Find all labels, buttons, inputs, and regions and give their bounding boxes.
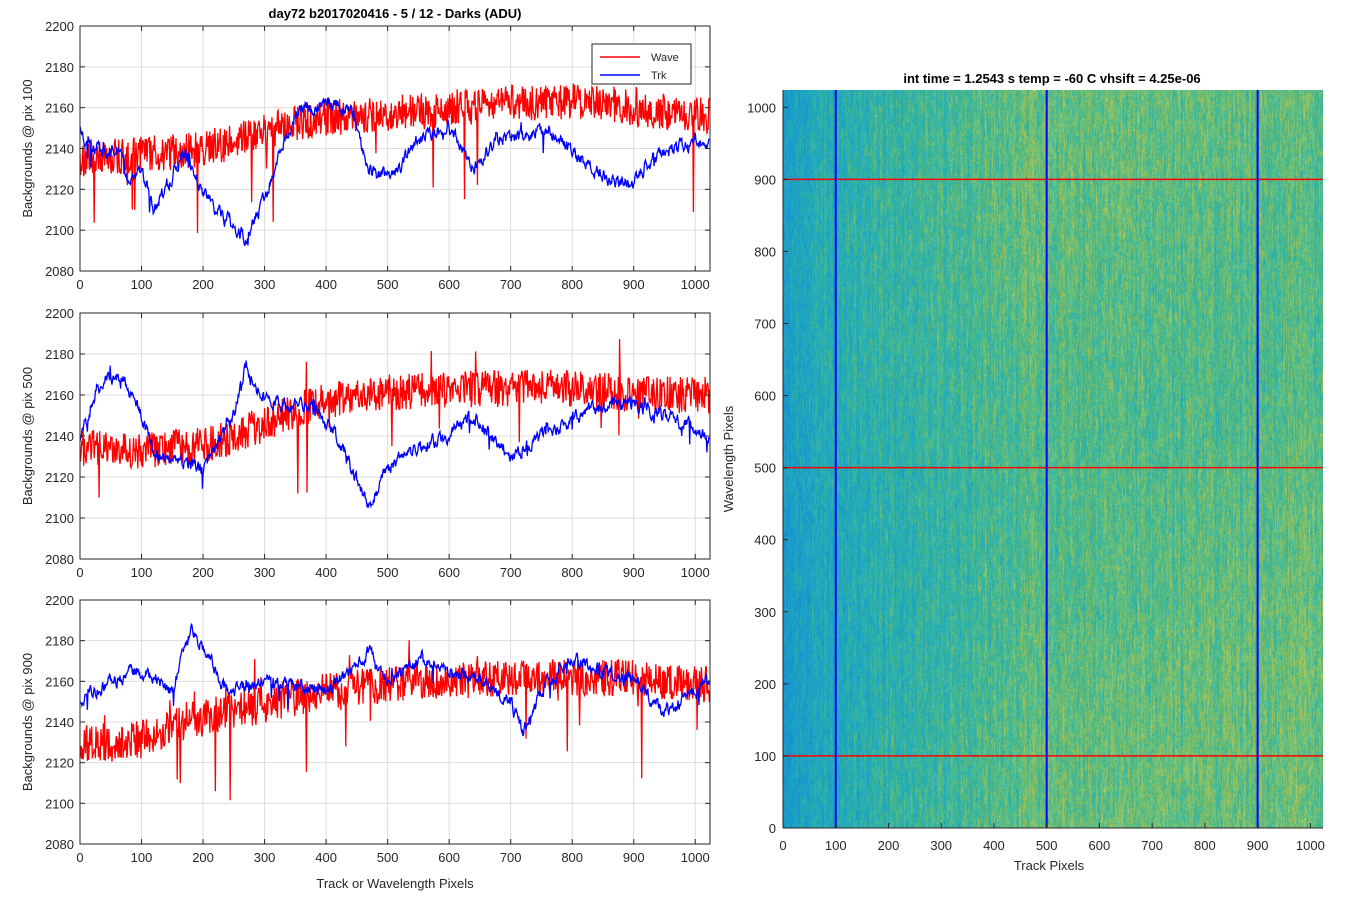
y-tick-label: 0 <box>769 821 776 836</box>
x-tick-label: 100 <box>131 850 153 865</box>
x-tick-label: 500 <box>377 277 399 292</box>
x-tick-label: 500 <box>377 850 399 865</box>
y-tick-label: 2080 <box>45 264 74 279</box>
y-tick-label: 900 <box>754 172 776 187</box>
y-tick-label: 2160 <box>45 101 74 116</box>
y-tick-label: 600 <box>754 389 776 404</box>
y-tick-label: 2120 <box>45 470 74 485</box>
x-tick-label: 200 <box>878 838 900 853</box>
x-tick-label: 400 <box>315 850 337 865</box>
x-tick-label: 100 <box>131 565 153 580</box>
y-tick-label: 2180 <box>45 347 74 362</box>
y-tick-label: 2120 <box>45 756 74 771</box>
y-tick-label: 2100 <box>45 511 74 526</box>
y-tick-label: 2140 <box>45 715 74 730</box>
series-line-trk <box>80 622 710 737</box>
legend-box <box>591 43 692 85</box>
y-tick-label: 2080 <box>45 837 74 852</box>
y-tick-label: 2160 <box>45 388 74 403</box>
x-tick-label: 300 <box>254 277 276 292</box>
y-tick-label: 2180 <box>45 60 74 75</box>
x-tick-label: 600 <box>438 565 460 580</box>
y-tick-label: 400 <box>754 533 776 548</box>
y-tick-label: 2100 <box>45 223 74 238</box>
x-tick-label: 700 <box>500 277 522 292</box>
x-tick-label: 600 <box>438 850 460 865</box>
y-tick-label: 2100 <box>45 796 74 811</box>
x-tick-label: 0 <box>76 277 83 292</box>
x-tick-label: 100 <box>131 277 153 292</box>
y-tick-label: 2140 <box>45 142 74 157</box>
x-tick-label: 400 <box>315 565 337 580</box>
legend-wave-label: Wave <box>651 52 679 64</box>
heatmap-raster <box>783 90 1323 828</box>
x-tick-label: 100 <box>825 838 847 853</box>
x-tick-label: 800 <box>1194 838 1216 853</box>
heatmap-panel: int time = 1.2543 s temp = -60 C vhsift … <box>721 71 1325 873</box>
y-axis-label: Backgrounds @ pix 100 <box>20 79 35 217</box>
x-tick-label: 300 <box>254 565 276 580</box>
x-tick-label: 900 <box>623 565 645 580</box>
y-tick-label: 2140 <box>45 429 74 444</box>
heatmap-title: int time = 1.2543 s temp = -60 C vhsift … <box>903 71 1200 86</box>
y-axis-label: Wavelength Pixels <box>721 405 736 512</box>
y-axis-label: Backgrounds @ pix 900 <box>20 653 35 791</box>
x-tick-label: 200 <box>192 565 214 580</box>
x-tick-label: 700 <box>500 565 522 580</box>
x-tick-label: 500 <box>1036 838 1058 853</box>
y-tick-label: 800 <box>754 244 776 259</box>
legend-trk-label: Trk <box>651 70 667 82</box>
x-tick-label: 700 <box>500 850 522 865</box>
x-tick-label: 800 <box>561 565 583 580</box>
x-tick-label: 900 <box>1247 838 1269 853</box>
y-tick-label: 2080 <box>45 552 74 567</box>
x-axis-label: Track or Wavelength Pixels <box>316 876 474 891</box>
x-tick-label: 0 <box>779 838 786 853</box>
legend: Wave Trk <box>591 43 692 85</box>
x-tick-label: 700 <box>1141 838 1163 853</box>
x-tick-label: 1000 <box>681 850 710 865</box>
x-tick-label: 1000 <box>681 277 710 292</box>
x-tick-label: 200 <box>192 850 214 865</box>
y-tick-label: 700 <box>754 317 776 332</box>
line-panel-pix900: 0 100 200 300 400 500 600 700 800 900 1000 2080 2100… <box>20 593 711 891</box>
y-axis-label: Backgrounds @ pix 500 <box>20 367 35 505</box>
x-axis-label: Track Pixels <box>1014 858 1085 873</box>
line-panel-pix500: 0 100 200 300 400 500 600 700 800 900 1000 2080 2100… <box>20 306 711 580</box>
y-tick-label: 300 <box>754 605 776 620</box>
heatmap-image <box>783 90 1323 828</box>
x-tick-label: 1000 <box>1296 838 1325 853</box>
y-tick-label: 2200 <box>45 19 74 34</box>
y-tick-label: 1000 <box>747 100 776 115</box>
x-tick-label: 200 <box>192 277 214 292</box>
x-tick-label: 900 <box>623 850 645 865</box>
x-tick-label: 400 <box>983 838 1005 853</box>
y-tick-label: 200 <box>754 677 776 692</box>
y-tick-label: 100 <box>754 749 776 764</box>
y-tick-label: 2200 <box>45 306 74 321</box>
y-tick-label: 500 <box>754 461 776 476</box>
x-tick-label: 1000 <box>681 565 710 580</box>
x-tick-label: 500 <box>377 565 399 580</box>
x-tick-label: 800 <box>561 850 583 865</box>
x-tick-label: 300 <box>930 838 952 853</box>
y-tick-label: 2120 <box>45 182 74 197</box>
x-tick-label: 300 <box>254 850 276 865</box>
x-tick-label: 0 <box>76 850 83 865</box>
x-tick-label: 0 <box>76 565 83 580</box>
x-tick-label: 600 <box>438 277 460 292</box>
x-tick-label: 400 <box>315 277 337 292</box>
series-line-trk <box>80 360 710 509</box>
x-tick-label: 900 <box>623 277 645 292</box>
series-line-trk <box>80 97 710 247</box>
x-tick-label: 600 <box>1089 838 1111 853</box>
series-line-wave <box>80 339 710 498</box>
x-tick-label: 800 <box>561 277 583 292</box>
y-tick-label: 2200 <box>45 593 74 608</box>
figure-title: day72 b2017020416 - 5 / 12 - Darks (ADU) <box>269 6 522 21</box>
y-tick-label: 2180 <box>45 634 74 649</box>
y-tick-label: 2160 <box>45 674 74 689</box>
